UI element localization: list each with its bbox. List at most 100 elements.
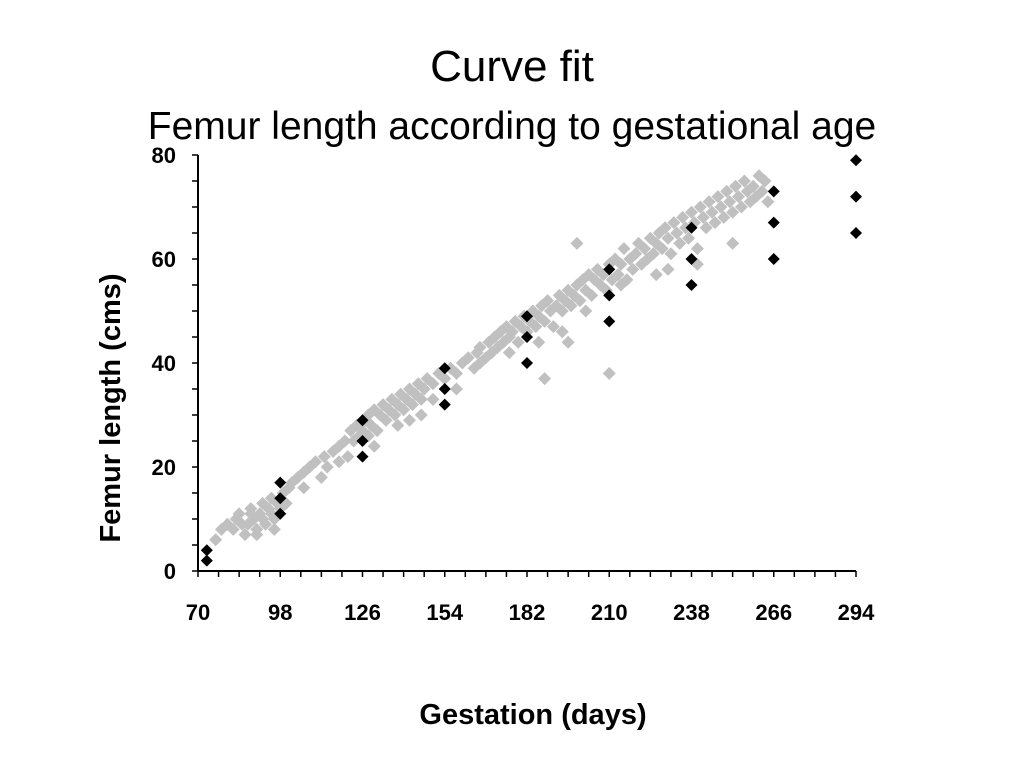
- observed-point: [502, 346, 516, 360]
- observed-point: [696, 210, 710, 224]
- x-tick-label: 126: [344, 600, 381, 625]
- observed-point: [388, 408, 402, 422]
- reference-point: [767, 185, 780, 198]
- observed-point: [699, 221, 713, 235]
- x-tick-label: 154: [426, 600, 463, 625]
- observed-point: [397, 403, 411, 417]
- observed-point: [664, 247, 678, 261]
- reference-point: [603, 263, 616, 276]
- observed-point: [505, 325, 519, 339]
- observed-point: [737, 174, 751, 188]
- observed-point: [414, 408, 428, 422]
- observed-point: [267, 522, 281, 536]
- observed-point: [341, 450, 355, 464]
- x-tick-label: 238: [673, 600, 710, 625]
- observed-point: [391, 418, 405, 432]
- observed-point: [729, 179, 743, 193]
- observed-point: [726, 205, 740, 219]
- observed-point: [538, 372, 552, 386]
- x-axis-label: Gestation (days): [419, 699, 646, 731]
- observed-point: [561, 335, 575, 349]
- observed-point: [646, 247, 660, 261]
- observed-point: [685, 205, 698, 219]
- observed-point: [314, 470, 328, 484]
- observed-point: [426, 377, 440, 391]
- x-tick-label: 70: [186, 600, 210, 625]
- observed-point: [708, 216, 722, 230]
- observed-point: [473, 356, 487, 370]
- reference-point: [274, 476, 287, 489]
- observed-point: [614, 278, 628, 292]
- x-tick-label: 294: [838, 600, 875, 625]
- reference-point: [274, 507, 287, 520]
- reference-point: [200, 544, 213, 557]
- observed-point: [711, 190, 725, 204]
- observed-point: [317, 450, 331, 464]
- observed-point: [579, 304, 593, 318]
- reference-point: [850, 190, 862, 203]
- reference-point: [603, 289, 616, 302]
- observed-point: [626, 262, 640, 276]
- observed-point: [529, 320, 543, 334]
- y-tick-label: 60: [152, 247, 176, 272]
- observed-point: [250, 528, 264, 542]
- observed-point: [676, 210, 690, 224]
- reference-point: [850, 227, 862, 239]
- observed-point: [244, 502, 258, 516]
- reference-point: [438, 398, 451, 411]
- observed-point: [673, 236, 687, 250]
- reference-point: [521, 331, 533, 343]
- observed-point: [367, 439, 381, 453]
- reference-point: [521, 357, 533, 369]
- reference-point: [200, 554, 213, 567]
- observed-point: [209, 533, 223, 547]
- reference-point: [274, 492, 287, 505]
- observed-point: [379, 413, 393, 427]
- y-tick-label: 20: [152, 455, 176, 480]
- observed-point: [232, 507, 246, 521]
- observed-point: [655, 242, 669, 256]
- observed-point: [259, 517, 273, 531]
- observed-point: [661, 262, 675, 276]
- reference-point: [438, 362, 451, 375]
- observed-point: [338, 434, 352, 448]
- observed-point: [450, 382, 463, 396]
- x-tick-label: 98: [268, 600, 292, 625]
- observed-point: [658, 221, 672, 235]
- observed-point: [332, 455, 346, 469]
- reference-point: [356, 435, 369, 447]
- observed-point: [532, 335, 546, 349]
- x-tick-label: 210: [591, 600, 628, 625]
- y-tick-label: 0: [164, 559, 176, 584]
- observed-point: [690, 242, 704, 256]
- reference-point: [356, 450, 369, 463]
- points-layer: [200, 154, 862, 567]
- observed-point: [555, 304, 569, 318]
- observed-point: [555, 325, 569, 339]
- observed-point: [726, 236, 740, 250]
- observed-point: [573, 294, 587, 308]
- observed-point: [461, 351, 475, 365]
- chart-subtitle: Femur length according to gestational ag…: [147, 105, 877, 148]
- x-tick-label: 266: [755, 600, 792, 625]
- reference-point: [685, 279, 698, 291]
- observed-point: [602, 366, 616, 380]
- observed-point: [723, 195, 737, 209]
- reference-point: [767, 253, 780, 265]
- observed-point: [682, 231, 696, 245]
- reference-point: [685, 221, 698, 234]
- observed-point: [570, 236, 584, 250]
- observed-point: [702, 195, 716, 209]
- observed-point: [226, 522, 240, 536]
- observed-point: [661, 231, 675, 245]
- observed-point: [238, 528, 252, 542]
- observed-point: [755, 184, 769, 198]
- chart-title: Curve fit: [430, 42, 594, 91]
- observed-point: [403, 413, 416, 427]
- observed-point: [320, 460, 334, 474]
- observed-point: [693, 200, 707, 214]
- observed-point: [758, 174, 772, 188]
- observed-point: [670, 226, 684, 240]
- observed-point: [611, 268, 625, 282]
- observed-point: [714, 200, 728, 214]
